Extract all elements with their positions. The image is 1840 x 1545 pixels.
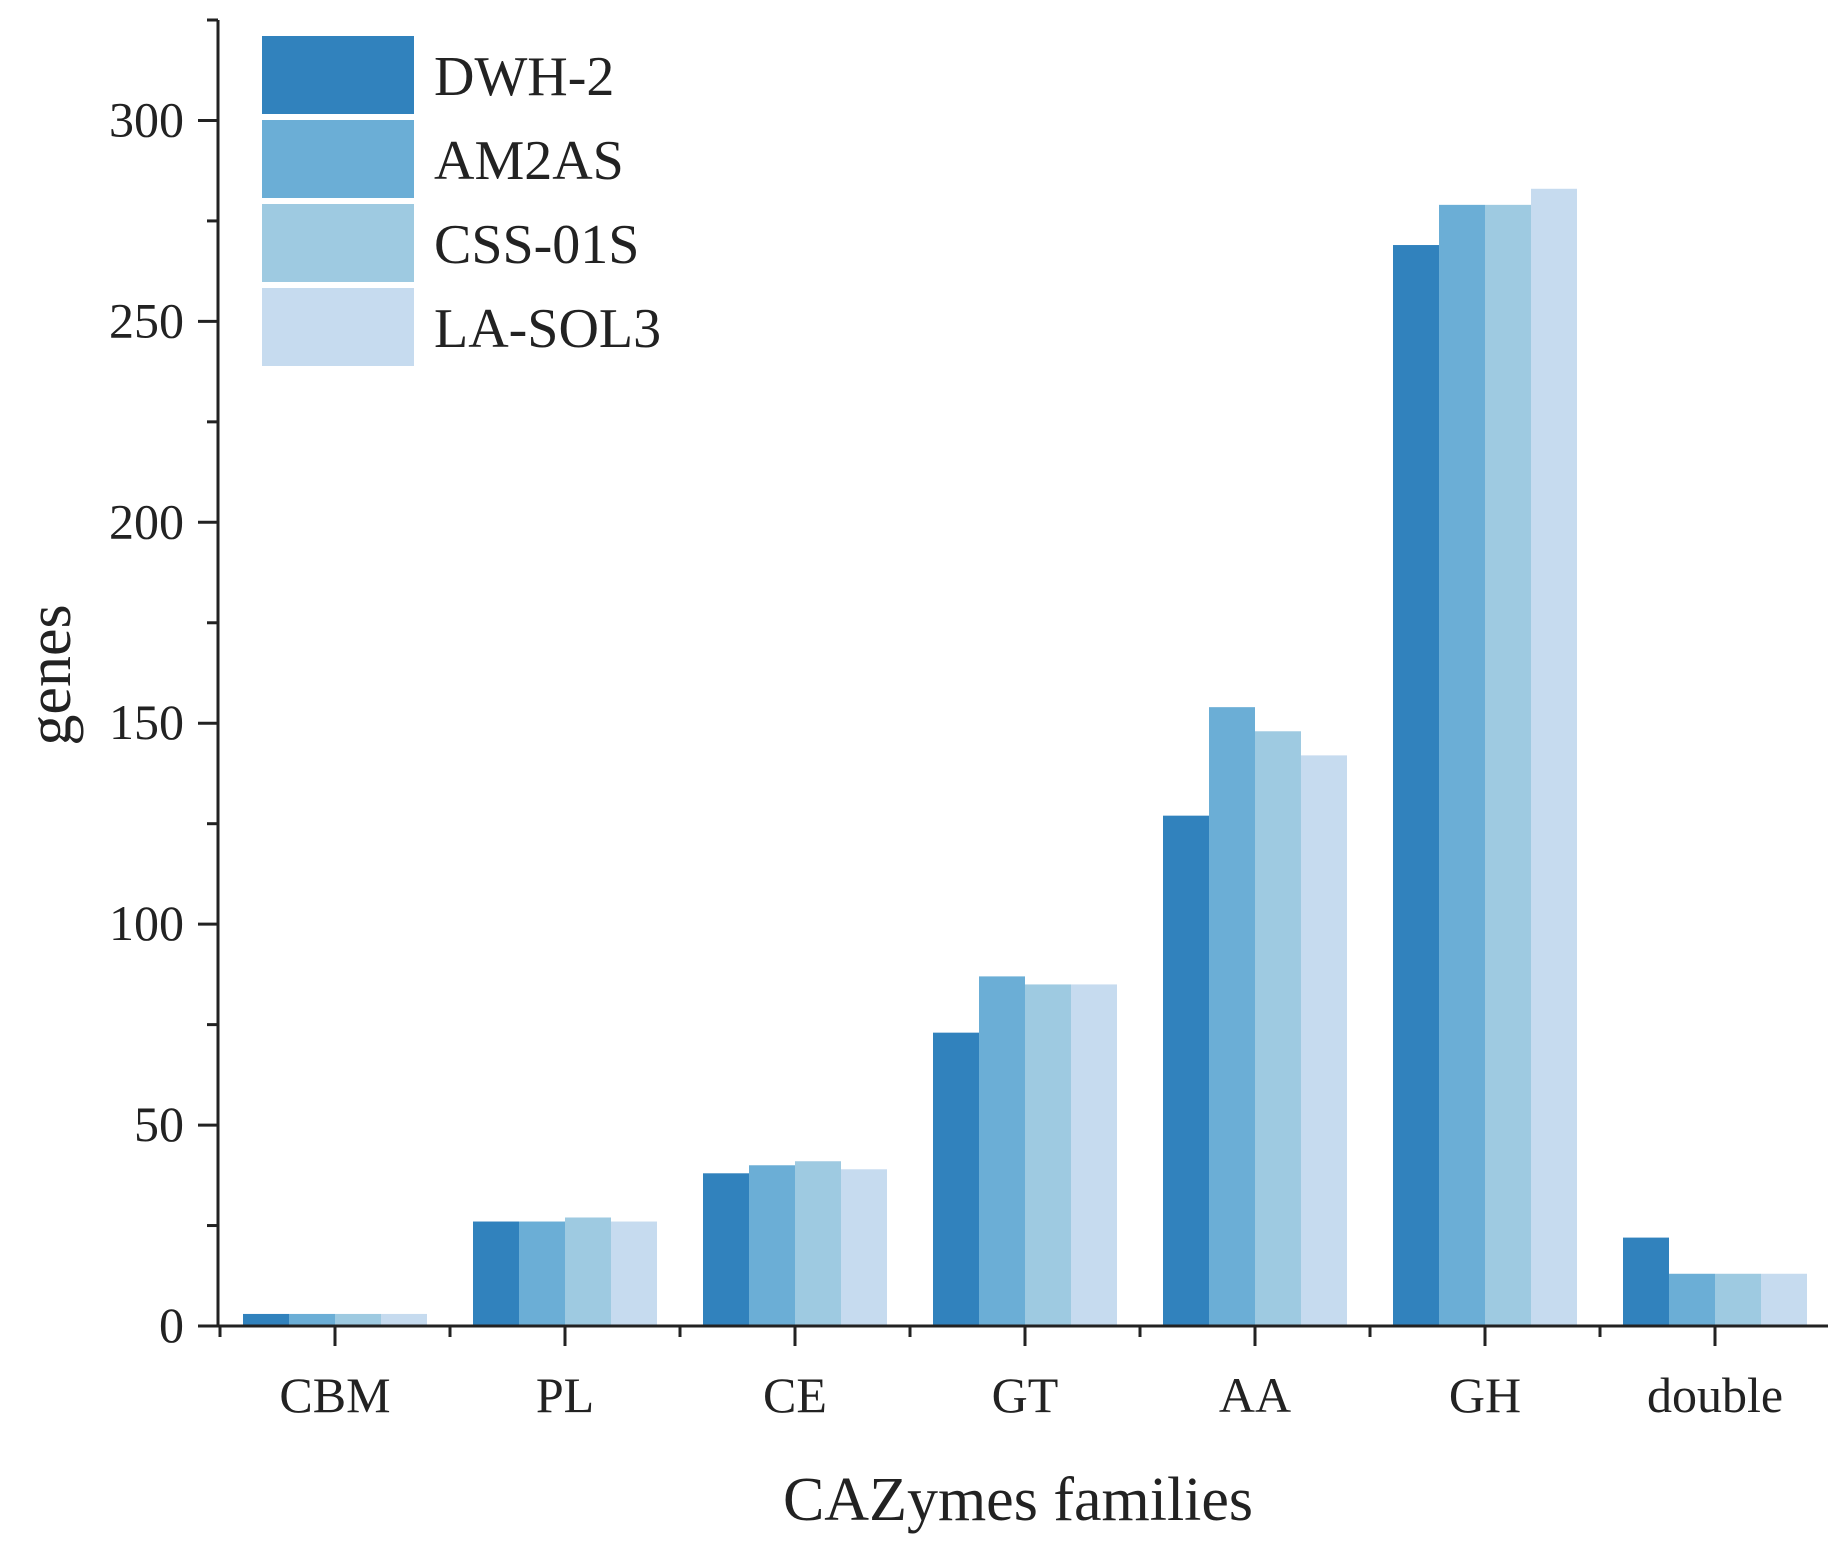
legend-swatch-am2as <box>262 120 414 198</box>
x-axis-title: CAZymes families <box>783 1466 1253 1534</box>
y-axis-title: genes <box>16 604 84 745</box>
bar-gh-la-sol3 <box>1531 188 1577 1326</box>
bar-gt-am2as <box>979 976 1025 1326</box>
y-tick-label: 0 <box>159 1297 184 1353</box>
y-tick-label: 250 <box>109 292 184 348</box>
bar-gt-la-sol3 <box>1071 984 1117 1326</box>
bar-cbm-dwh-2 <box>243 1313 289 1326</box>
y-tick-label: 200 <box>109 493 184 549</box>
legend-label-la-sol3: LA-SOL3 <box>434 298 661 360</box>
y-tick-label: 300 <box>109 91 184 147</box>
y-tick-label: 50 <box>134 1096 184 1152</box>
x-tick-label-aa: AA <box>1219 1367 1291 1423</box>
bar-gt-dwh-2 <box>933 1032 979 1326</box>
bar-cbm-la-sol3 <box>381 1313 427 1326</box>
bar-gh-css-01s <box>1485 204 1531 1326</box>
bars-layer <box>243 188 1807 1327</box>
bar-ce-am2as <box>749 1165 795 1326</box>
bar-aa-la-sol3 <box>1301 755 1347 1326</box>
bar-pl-la-sol3 <box>611 1221 657 1326</box>
x-tick-label-ce: CE <box>763 1367 827 1423</box>
bar-gh-dwh-2 <box>1393 245 1439 1327</box>
bar-ce-css-01s <box>795 1161 841 1326</box>
x-tick-label-cbm: CBM <box>279 1367 390 1423</box>
bar-pl-am2as <box>519 1221 565 1326</box>
bar-aa-css-01s <box>1255 731 1301 1326</box>
bar-ce-dwh-2 <box>703 1173 749 1326</box>
legend-swatch-css-01s <box>262 204 414 282</box>
x-tick-label-double: double <box>1647 1367 1783 1423</box>
bar-aa-am2as <box>1209 707 1255 1326</box>
x-tick-label-pl: PL <box>536 1367 594 1423</box>
x-tick-label-gh: GH <box>1449 1367 1521 1423</box>
bar-double-css-01s <box>1715 1273 1761 1326</box>
bar-gh-am2as <box>1439 204 1485 1326</box>
axes-layer: 0 50 100 150 200 250 300 CBM PL CE GT AA GH double <box>109 18 1828 1423</box>
bar-double-dwh-2 <box>1623 1237 1669 1326</box>
legend-label-am2as: AM2AS <box>434 130 624 192</box>
legend-label-dwh-2: DWH-2 <box>434 46 614 108</box>
bar-pl-css-01s <box>565 1217 611 1326</box>
bar-double-la-sol3 <box>1761 1273 1807 1326</box>
bar-double-am2as <box>1669 1273 1715 1326</box>
legend-swatch-dwh-2 <box>262 36 414 114</box>
bar-aa-dwh-2 <box>1163 815 1209 1326</box>
bar-cbm-am2as <box>289 1313 335 1326</box>
y-tick-label: 100 <box>109 895 184 951</box>
x-tick-label-gt: GT <box>992 1367 1059 1423</box>
legend: DWH-2 AM2AS CSS-01S LA-SOL3 <box>262 36 661 366</box>
y-tick-label: 150 <box>109 694 184 750</box>
bar-ce-la-sol3 <box>841 1169 887 1326</box>
bar-gt-css-01s <box>1025 984 1071 1326</box>
bar-pl-dwh-2 <box>473 1221 519 1326</box>
bar-cbm-css-01s <box>335 1313 381 1326</box>
legend-label-css-01s: CSS-01S <box>434 214 639 276</box>
legend-swatch-la-sol3 <box>262 288 414 366</box>
